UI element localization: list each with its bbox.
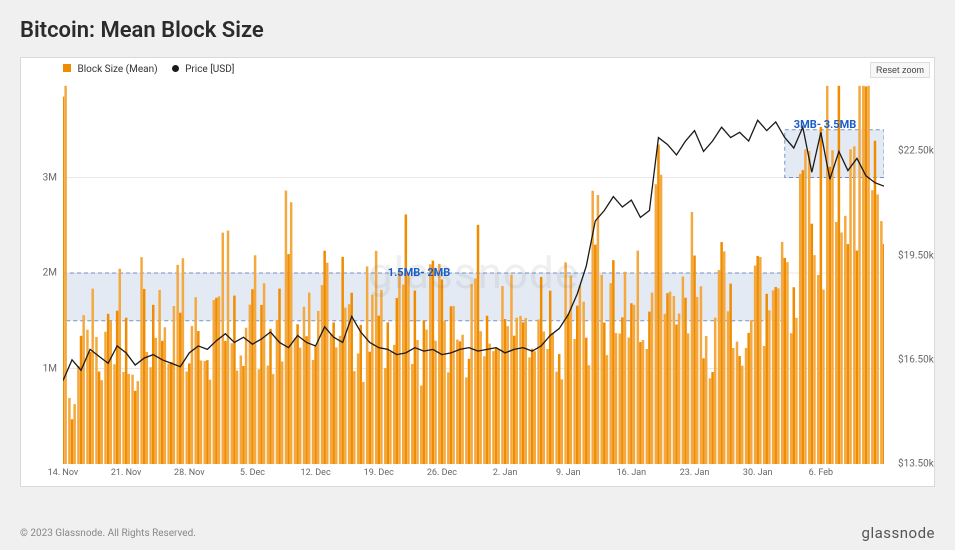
page-title: Bitcoin: Mean Block Size (20, 18, 935, 43)
copyright: © 2023 Glassnode. All Rights Reserved. (20, 528, 196, 539)
legend-swatch-dot (172, 65, 179, 72)
y-right-tick: $22.50k (898, 146, 934, 157)
x-tick: 19. Dec (364, 468, 394, 478)
chart-container: Block Size (Mean) Price [USD] Reset zoom… (20, 57, 935, 487)
x-tick: 30. Jan (743, 468, 773, 478)
y-axis-right: $13.50k$16.50k$19.50k$22.50k (894, 82, 934, 464)
y-right-tick: $16.50k (898, 354, 934, 365)
chart-panel: Bitcoin: Mean Block Size Block Size (Mea… (0, 0, 955, 550)
y-right-tick: $13.50k (898, 459, 934, 470)
reset-zoom-button[interactable]: Reset zoom (870, 62, 930, 78)
x-tick: 2. Jan (493, 468, 518, 478)
x-tick: 28. Nov (174, 468, 205, 478)
x-tick: 6. Feb (809, 468, 833, 478)
x-tick: 14. Nov (48, 468, 79, 478)
x-tick: 12. Dec (301, 468, 331, 478)
legend: Block Size (Mean) Price [USD] (63, 64, 234, 75)
legend-label-price: Price [USD] (185, 64, 234, 75)
footer: © 2023 Glassnode. All Rights Reserved. g… (20, 524, 935, 542)
y-axis-left: 1M 2M 3M (21, 82, 61, 464)
x-tick: 9. Jan (556, 468, 581, 478)
x-tick: 23. Jan (680, 468, 710, 478)
y-left-tick: 1M (21, 363, 57, 374)
brand-logo: glassnode (862, 524, 935, 542)
chart-plot[interactable]: glassnode 1.5MB- 2MB3MB- 3.5MB (63, 82, 884, 464)
chart-svg (63, 82, 884, 464)
legend-label-block-size: Block Size (Mean) (77, 64, 157, 75)
y-left-tick: 2M (21, 268, 57, 279)
x-tick: 26. Dec (427, 468, 457, 478)
x-tick: 5. Dec (240, 468, 265, 478)
x-axis: 14. Nov21. Nov28. Nov5. Dec12. Dec19. De… (63, 468, 884, 482)
y-right-tick: $19.50k (898, 250, 934, 261)
legend-item-price: Price [USD] (172, 64, 235, 75)
legend-swatch-bar (63, 64, 71, 72)
x-tick: 21. Nov (111, 468, 142, 478)
legend-item-block-size: Block Size (Mean) (63, 64, 158, 75)
x-tick: 16. Jan (617, 468, 647, 478)
y-left-tick: 3M (21, 172, 57, 183)
